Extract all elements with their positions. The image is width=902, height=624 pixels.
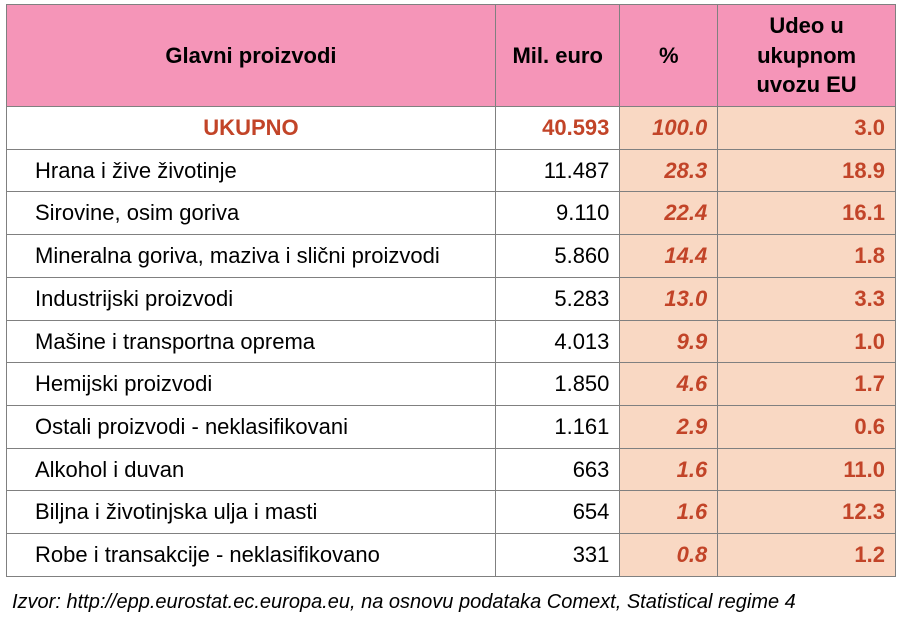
row-label: Hemijski proizvodi [7,363,496,406]
row-udeo: 1.0 [718,320,896,363]
row-udeo: 1.8 [718,235,896,278]
row-udeo: 11.0 [718,448,896,491]
total-label: UKUPNO [7,107,496,150]
table-row: Hrana i žive životinje 11.487 28.3 18.9 [7,149,896,192]
row-udeo: 18.9 [718,149,896,192]
row-label: Hrana i žive životinje [7,149,496,192]
row-mil: 11.487 [495,149,619,192]
table-row: Biljna i životinjska ulja i masti 654 1.… [7,491,896,534]
header-product: Glavni proizvodi [7,5,496,107]
row-label: Robe i transakcije - neklasifikovano [7,533,496,576]
row-pct: 2.9 [620,405,718,448]
table-row: Industrijski proizvodi 5.283 13.0 3.3 [7,277,896,320]
header-share-eu: Udeo u ukupnom uvozu EU [718,5,896,107]
row-mil: 9.110 [495,192,619,235]
row-label: Sirovine, osim goriva [7,192,496,235]
row-mil: 654 [495,491,619,534]
table-header-row: Glavni proizvodi Mil. euro % Udeo u ukup… [7,5,896,107]
table-container: Glavni proizvodi Mil. euro % Udeo u ukup… [0,0,902,624]
row-udeo: 16.1 [718,192,896,235]
row-udeo: 3.3 [718,277,896,320]
row-pct: 14.4 [620,235,718,278]
row-label: Alkohol i duvan [7,448,496,491]
row-udeo: 12.3 [718,491,896,534]
row-mil: 1.850 [495,363,619,406]
header-mil-euro: Mil. euro [495,5,619,107]
row-udeo: 0.6 [718,405,896,448]
row-mil: 1.161 [495,405,619,448]
row-pct: 9.9 [620,320,718,363]
row-label: Biljna i životinjska ulja i masti [7,491,496,534]
total-mil: 40.593 [495,107,619,150]
row-mil: 5.283 [495,277,619,320]
row-udeo: 1.2 [718,533,896,576]
table-row: Mineralna goriva, maziva i slični proizv… [7,235,896,278]
table-row: Sirovine, osim goriva 9.110 22.4 16.1 [7,192,896,235]
row-pct: 1.6 [620,491,718,534]
data-table: Glavni proizvodi Mil. euro % Udeo u ukup… [6,4,896,577]
table-row: Ostali proizvodi - neklasifikovani 1.161… [7,405,896,448]
table-row: Hemijski proizvodi 1.850 4.6 1.7 [7,363,896,406]
table-row: Robe i transakcije - neklasifikovano 331… [7,533,896,576]
row-pct: 4.6 [620,363,718,406]
total-udeo: 3.0 [718,107,896,150]
row-mil: 663 [495,448,619,491]
row-mil: 4.013 [495,320,619,363]
row-udeo: 1.7 [718,363,896,406]
table-row: Mašine i transportna oprema 4.013 9.9 1.… [7,320,896,363]
table-row: Alkohol i duvan 663 1.6 11.0 [7,448,896,491]
row-mil: 331 [495,533,619,576]
row-label: Mašine i transportna oprema [7,320,496,363]
row-pct: 0.8 [620,533,718,576]
row-pct: 13.0 [620,277,718,320]
row-label: Mineralna goriva, maziva i slični proizv… [7,235,496,278]
row-pct: 22.4 [620,192,718,235]
table-row-total: UKUPNO 40.593 100.0 3.0 [7,107,896,150]
table-body: UKUPNO 40.593 100.0 3.0 Hrana i žive živ… [7,107,896,577]
row-pct: 1.6 [620,448,718,491]
total-pct: 100.0 [620,107,718,150]
row-mil: 5.860 [495,235,619,278]
row-pct: 28.3 [620,149,718,192]
row-label: Industrijski proizvodi [7,277,496,320]
row-label: Ostali proizvodi - neklasifikovani [7,405,496,448]
source-note: Izvor: http://epp.eurostat.ec.europa.eu,… [6,577,896,614]
header-percent: % [620,5,718,107]
